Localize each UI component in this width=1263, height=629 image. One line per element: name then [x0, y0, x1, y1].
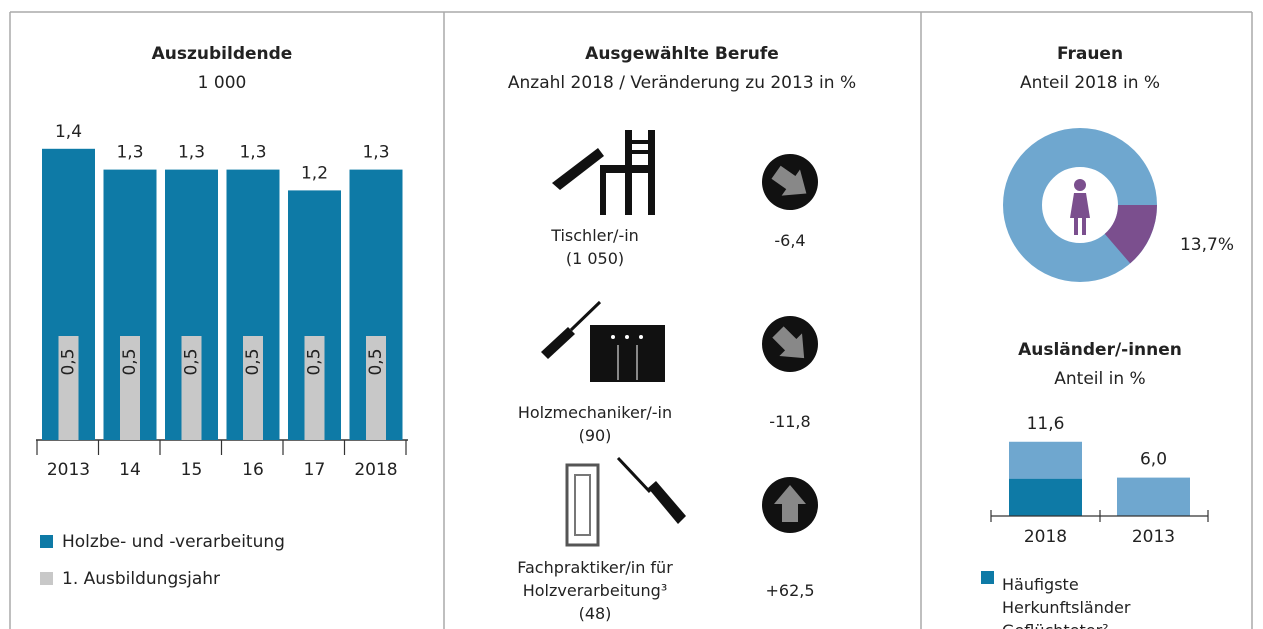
profession-change: +62,5: [740, 579, 840, 602]
value-label: 0,5: [366, 348, 386, 375]
value-label: 1,3: [178, 143, 205, 163]
icon-saw-chair: [552, 130, 655, 215]
x-tick-label: 2018: [354, 460, 397, 480]
x-tick-label: 15: [181, 460, 203, 480]
title: Ausgewählte Berufe: [585, 44, 779, 64]
trend-arrow: [751, 143, 829, 221]
value-label: 11,6: [1027, 414, 1065, 434]
value-label: 0,5: [120, 348, 140, 375]
icon-door-screwdriver: [567, 458, 686, 545]
icon-screwdriver-cabinet: [541, 302, 665, 382]
x-tick-label: 2013: [47, 460, 90, 480]
x-tick-label: 16: [242, 460, 264, 480]
subtitle: Anteil in %: [1054, 369, 1145, 389]
value-label: 1,2: [301, 163, 328, 183]
value-label: 13,7%: [1180, 235, 1234, 255]
subtitle: Anzahl 2018 / Veränderung zu 2013 in %: [508, 73, 856, 93]
value-label: 0,5: [59, 348, 79, 375]
subtitle: Anteil 2018 in %: [1020, 73, 1160, 93]
legend-swatch: [40, 572, 53, 585]
value-label: 0,5: [182, 348, 202, 375]
value-label: 1,3: [362, 143, 389, 163]
legend-swatch: [40, 535, 53, 548]
profession-name: Holzmechaniker/-in: [505, 401, 685, 424]
profession-count: (1 050): [505, 247, 685, 270]
profession: Holzmechaniker/-in (90): [505, 401, 685, 447]
subtitle: 1 000: [198, 73, 247, 93]
profession-change: -11,8: [740, 410, 840, 433]
title: Ausländer/-innen: [1018, 340, 1182, 360]
value-label: 0,5: [243, 348, 263, 375]
bar: [1009, 479, 1082, 516]
profession-count: (48): [512, 602, 678, 625]
trend-arrow: [750, 304, 829, 383]
page: Auszubildende 1 000 Ausgewählte Berufe A…: [0, 0, 1263, 629]
x-tick-label: 14: [119, 460, 141, 480]
x-tick-label: 2013: [1132, 527, 1175, 547]
legend-swatch: [981, 571, 994, 584]
x-tick-label: 2018: [1024, 527, 1067, 547]
woman-icon: [1070, 179, 1090, 235]
value-label: 6,0: [1140, 450, 1167, 470]
infographic: Auszubildende 1 000 Ausgewählte Berufe A…: [0, 0, 1263, 629]
value-label: 0,5: [305, 348, 325, 375]
value-label: 1,3: [116, 143, 143, 163]
profession-name: Tischler/-in: [505, 224, 685, 247]
profession-count: (90): [505, 424, 685, 447]
legend-label: 1. Ausbildungsjahr: [62, 569, 220, 589]
bar: [1117, 478, 1190, 516]
value-label: 1,3: [239, 143, 266, 163]
title: Frauen: [1057, 44, 1123, 64]
profession: Fachpraktiker/in für Holzverarbeitung³ (…: [512, 556, 678, 625]
profession-change: -6,4: [740, 229, 840, 252]
x-tick-label: 17: [304, 460, 326, 480]
profession: Tischler/-in (1 050): [505, 224, 685, 270]
title: Auszubildende: [152, 44, 293, 64]
value-label: 1,4: [55, 122, 82, 142]
profession-name: Fachpraktiker/in für Holzverarbeitung³: [512, 556, 678, 602]
trend-arrow: [762, 477, 818, 533]
legend-label: Holzbe- und -verarbeitung: [62, 532, 285, 552]
legend-label: Häufigste Herkunftsländer Geflüchteter²: [1002, 573, 1202, 629]
